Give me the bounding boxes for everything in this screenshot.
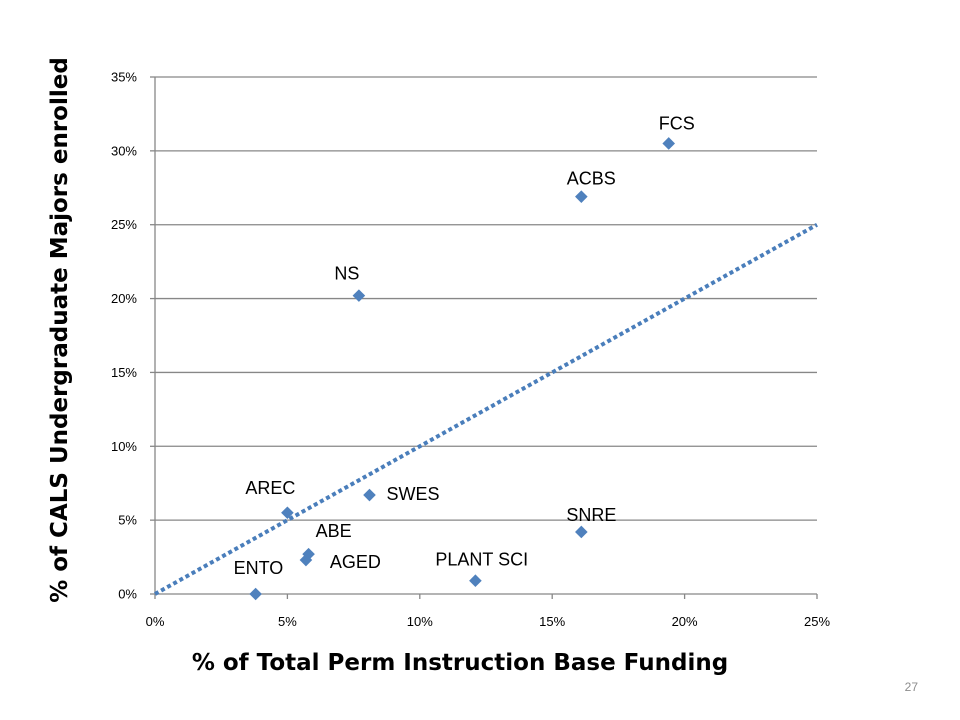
point-label: ABE xyxy=(316,521,352,541)
point-label: AGED xyxy=(330,552,381,572)
y-tick-label: 20% xyxy=(111,291,137,306)
data-point xyxy=(363,488,376,502)
x-tick-label: 10% xyxy=(407,614,433,629)
tick-labels: 0% 5% 10% 15% 20% 25% 30% 35% 0% 5% 10% 15% 20% 25% xyxy=(111,70,830,630)
x-tick-label: 5% xyxy=(278,614,297,629)
y-tick-label: 35% xyxy=(111,70,137,85)
point-label: NS xyxy=(334,264,359,284)
point-label: AREC xyxy=(245,478,295,498)
axes xyxy=(150,76,818,599)
data-point xyxy=(575,190,588,203)
data-point xyxy=(249,587,262,601)
point-label: ACBS xyxy=(567,169,616,189)
x-tick-label: 20% xyxy=(672,614,698,629)
point-label: ENTO xyxy=(234,558,284,578)
gridlines xyxy=(155,76,817,521)
point-label: SNRE xyxy=(566,505,616,525)
point-labels: FCS ACBS NS SWES AREC SNRE ABE AGED PLANT SCI ENT… xyxy=(234,113,695,578)
data-point xyxy=(575,525,588,539)
data-points xyxy=(249,137,676,601)
data-point xyxy=(352,289,366,302)
y-axis-title-container: % of CALS Undergraduate Majors enrolled xyxy=(10,40,110,620)
page-number: 27 xyxy=(904,680,918,694)
y-tick-label: 15% xyxy=(111,365,137,380)
data-point xyxy=(281,506,294,520)
point-label: FCS xyxy=(659,113,695,133)
data-point xyxy=(662,137,676,150)
y-tick-label: 10% xyxy=(111,439,137,454)
y-tick-label: 30% xyxy=(111,143,137,158)
x-tick-label: 25% xyxy=(804,614,830,629)
trendline-group xyxy=(154,222,818,596)
data-point xyxy=(299,553,313,567)
y-tick-label: 25% xyxy=(111,217,137,232)
y-axis-title: % of CALS Undergraduate Majors enrolled xyxy=(47,57,73,603)
x-tick-label: 15% xyxy=(539,614,565,629)
x-axis-title: % of Total Perm Instruction Base Funding xyxy=(191,650,729,676)
y-tick-label: 5% xyxy=(118,513,137,528)
point-label: PLANT SCI xyxy=(435,550,528,570)
point-label: SWES xyxy=(386,484,439,504)
y-tick-label: 0% xyxy=(118,587,137,602)
trendline xyxy=(154,222,818,596)
data-point xyxy=(469,574,482,588)
x-tick-label: 0% xyxy=(146,614,165,629)
